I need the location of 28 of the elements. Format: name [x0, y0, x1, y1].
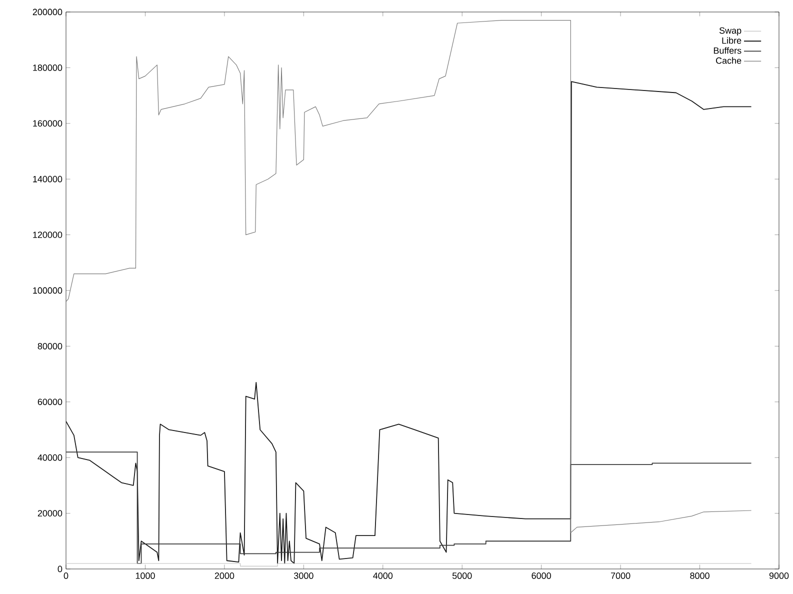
x-tick-label: 2000 — [214, 572, 234, 579]
y-tick-label: 0 — [58, 566, 62, 572]
y-tick-label: 20000 — [38, 510, 62, 516]
line-series — [66, 81, 752, 564]
x-tick-label: 3000 — [294, 572, 314, 579]
x-tick-label: 7000 — [611, 572, 630, 579]
y-tick-label: 140000 — [33, 176, 62, 182]
y-tick-label: 40000 — [38, 454, 62, 461]
legend-label: Buffers — [714, 47, 742, 54]
x-tick-label: 5000 — [452, 572, 472, 579]
legend-label: Cache — [716, 57, 742, 64]
line-series — [66, 452, 752, 564]
x-tick-label: 0 — [64, 572, 68, 579]
x-tick-label: 1000 — [136, 572, 155, 579]
legend-label: Libre — [722, 37, 742, 44]
x-tick-label: 9000 — [769, 572, 789, 579]
x-tick-label: 6000 — [532, 572, 551, 579]
y-tick-label: 160000 — [33, 120, 62, 127]
line-series — [66, 20, 752, 534]
y-tick-label: 200000 — [32, 8, 62, 16]
y-tick-label: 100000 — [33, 287, 62, 294]
y-tick-label: 60000 — [38, 398, 62, 406]
y-tick-label: 120000 — [33, 232, 62, 238]
x-tick-label: 8000 — [690, 572, 710, 579]
y-tick-label: 80000 — [38, 342, 62, 350]
x-tick-label: 4000 — [373, 572, 393, 579]
y-tick-label: 180000 — [33, 64, 62, 71]
legend-label: Swap — [719, 27, 742, 36]
